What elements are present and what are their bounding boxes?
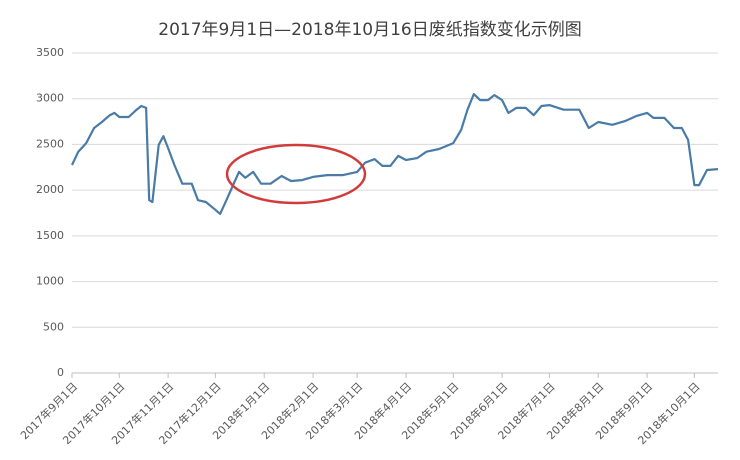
y-tick-label: 3000 xyxy=(36,92,64,105)
chart-title: 2017年9月1日—2018年10月16日废纸指数变化示例图 xyxy=(158,20,581,40)
y-tick-label: 0 xyxy=(57,366,64,379)
y-tick-label: 1000 xyxy=(36,275,64,288)
y-tick-label: 3500 xyxy=(36,46,64,59)
data-line xyxy=(71,93,719,215)
highlight-ellipse xyxy=(225,143,367,205)
y-tick-label: 1500 xyxy=(36,229,64,242)
y-tick-label: 500 xyxy=(43,320,64,333)
y-tick-label: 2500 xyxy=(36,137,64,150)
y-tick-label: 2000 xyxy=(36,183,64,196)
